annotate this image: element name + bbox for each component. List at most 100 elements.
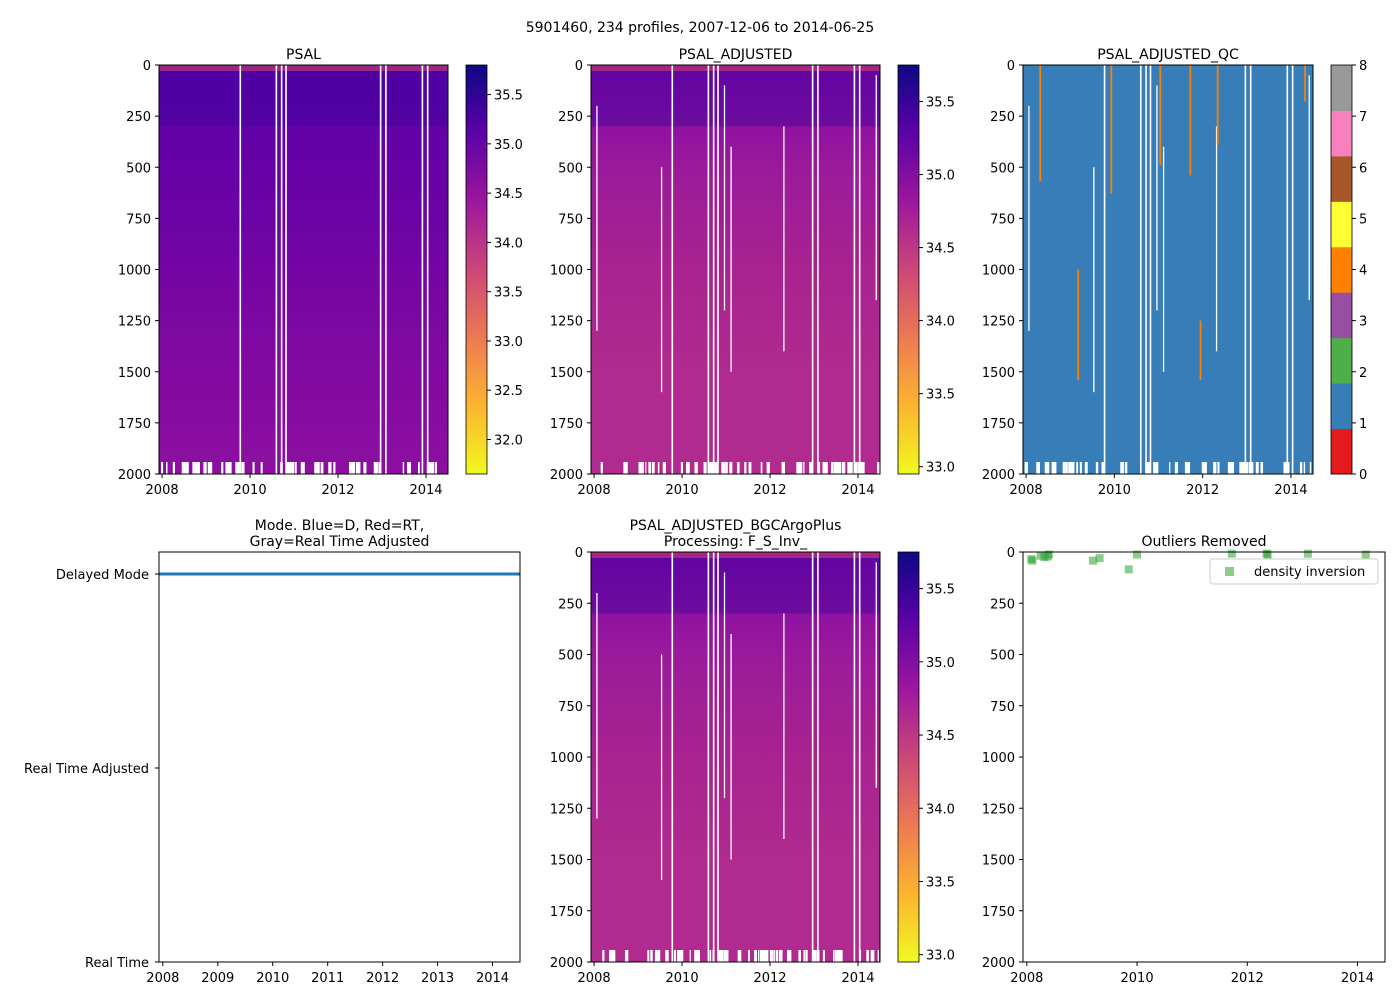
y-tick-label: 250 — [990, 597, 1015, 612]
y-tick-label: 750 — [126, 212, 151, 227]
bottom-missing-data — [1260, 462, 1264, 474]
axes-frame — [158, 551, 521, 963]
colorbar-tick-label: 3 — [1359, 315, 1367, 330]
bottom-missing-data — [714, 462, 718, 474]
bottom-missing-data — [203, 462, 207, 474]
missing-data-gap — [660, 654, 663, 880]
qc-flag-4-segment — [1077, 269, 1080, 380]
x-tick-label: 2008 — [1010, 971, 1043, 986]
missing-profile-gap — [1139, 65, 1142, 474]
colorbar-tick-label: 35.5 — [494, 89, 523, 104]
y-tick-label: 1000 — [982, 751, 1015, 766]
bottom-missing-data — [402, 462, 405, 474]
colorbar-tick-label: 2 — [1359, 366, 1367, 381]
x-tick-label: 2010 — [256, 971, 289, 986]
x-tick-label: 2014 — [1274, 483, 1307, 498]
bottom-missing-data — [866, 950, 869, 962]
colorbar-segment — [1331, 65, 1352, 111]
bottom-missing-data — [651, 462, 655, 474]
x-tick-label: 2014 — [409, 483, 442, 498]
bottom-missing-data — [859, 950, 862, 962]
panel-title: Gray=Real Time Adjusted — [250, 534, 430, 550]
bottom-missing-data — [1095, 462, 1099, 474]
colorbar-tick-label: 6 — [1359, 161, 1367, 176]
bottom-missing-data — [798, 950, 800, 962]
missing-profile-gap — [379, 65, 382, 474]
bottom-missing-data — [870, 950, 875, 962]
outlier-point — [1043, 552, 1052, 561]
y-tick-label: 750 — [990, 212, 1015, 227]
colorbar-tick-label: 1 — [1359, 417, 1367, 432]
bottom-missing-data — [260, 462, 263, 474]
bottom-missing-data — [796, 462, 800, 474]
missing-profile-gap — [1103, 65, 1106, 474]
bottom-missing-data — [694, 462, 697, 474]
bottom-missing-data — [673, 950, 677, 962]
outlier-point — [1133, 550, 1142, 559]
y-tick-label: 750 — [558, 700, 583, 715]
colorbar-segment — [1331, 246, 1352, 293]
bottom-missing-data — [1174, 462, 1179, 474]
x-tick-label: 2014 — [1341, 971, 1374, 986]
y-tick-label: 1250 — [550, 315, 583, 330]
bottom-missing-data — [737, 462, 739, 474]
y-tick-label: Real Time — [85, 956, 149, 971]
bottom-missing-data — [765, 950, 769, 962]
bottom-missing-data — [289, 462, 292, 474]
panel-title: Outliers Removed — [1142, 534, 1267, 550]
bottom-missing-data — [227, 462, 232, 474]
outlier-point — [1227, 549, 1236, 558]
missing-profile-gap — [1149, 65, 1152, 474]
bottom-missing-data — [766, 462, 770, 474]
bottom-missing-data — [623, 462, 627, 474]
bottom-missing-data — [704, 462, 707, 474]
bottom-missing-data — [641, 462, 644, 474]
y-tick-label: 2000 — [982, 956, 1015, 971]
y-tick-label: 250 — [126, 110, 151, 125]
bottom-missing-data — [761, 950, 765, 962]
colorbar-tick-label: 34.5 — [494, 187, 523, 202]
y-tick-label: 2000 — [982, 468, 1015, 483]
missing-data-gap — [1093, 167, 1095, 393]
bottom-missing-data — [849, 462, 852, 474]
bottom-missing-data — [225, 462, 229, 474]
bottom-missing-data — [1201, 462, 1204, 474]
colorbar-segment — [1331, 292, 1352, 339]
x-tick-label: 2009 — [201, 971, 234, 986]
bottom-missing-data — [300, 462, 304, 474]
missing-data-gap — [723, 85, 726, 311]
bottom-missing-data — [1169, 462, 1171, 474]
y-tick-label: 250 — [558, 110, 583, 125]
bottom-missing-data — [773, 950, 775, 962]
bottom-missing-data — [172, 462, 176, 474]
y-tick-label: 2000 — [550, 468, 583, 483]
colorbar-frame — [1330, 64, 1353, 475]
y-tick-label: 0 — [575, 59, 583, 74]
x-tick-label: 2012 — [753, 483, 786, 498]
colorbar-tick-label: 32.5 — [494, 384, 523, 399]
x-tick-label: 2014 — [841, 971, 874, 986]
bottom-missing-data — [647, 950, 650, 962]
bottom-missing-data — [859, 462, 863, 474]
bottom-missing-data — [748, 950, 750, 962]
missing-data-gap — [1156, 85, 1158, 311]
y-tick-label: 500 — [126, 161, 151, 176]
missing-data-gap — [660, 167, 663, 393]
bottom-missing-data — [841, 950, 843, 962]
bottom-missing-data — [195, 462, 199, 474]
bottom-missing-data — [822, 950, 825, 962]
colorbar-tick-label: 0 — [1359, 468, 1367, 483]
bottom-missing-data — [1286, 462, 1290, 474]
bottom-missing-data — [645, 462, 647, 474]
bottom-missing-data — [1303, 462, 1306, 474]
y-tick-label: 750 — [990, 700, 1015, 715]
bottom-missing-data — [838, 462, 842, 474]
panel-title: Processing: F_S_Inv_ — [664, 534, 808, 550]
bottom-missing-data — [363, 462, 367, 474]
axes-frame — [1022, 551, 1386, 963]
bottom-missing-data — [1243, 462, 1247, 474]
missing-profile-gap — [1145, 65, 1147, 474]
missing-profile-gap — [239, 65, 242, 474]
colorbar-tick-label: 35.0 — [494, 138, 523, 153]
